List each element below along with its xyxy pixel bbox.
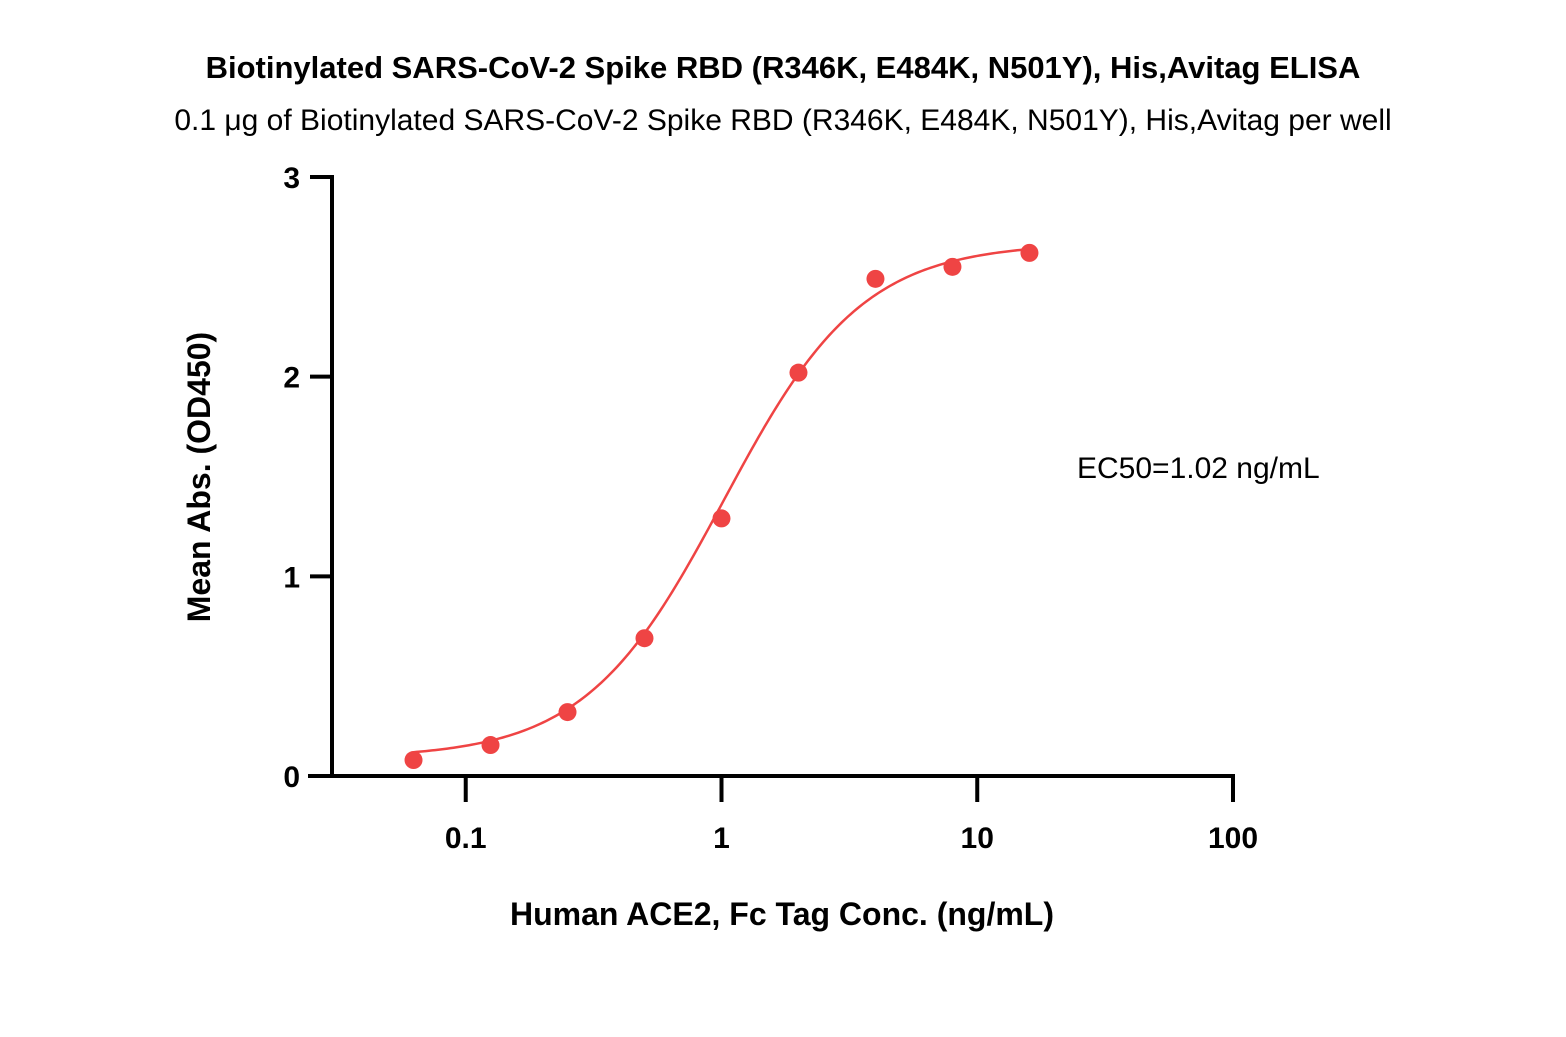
data-point <box>481 736 500 755</box>
y-tick-label: 1 <box>283 561 300 594</box>
data-point <box>1020 243 1039 262</box>
y-axis-label: Mean Abs. (OD450) <box>181 332 217 622</box>
y-tick-label: 0 <box>283 761 300 794</box>
ec50-annotation: EC50=1.02 ng/mL <box>1077 452 1320 485</box>
data-point <box>558 703 577 722</box>
data-point <box>635 629 654 648</box>
data-point <box>789 363 808 382</box>
x-tick-label: 1 <box>713 822 730 855</box>
y-axis-ticks: 0 1 2 3 <box>283 162 332 794</box>
x-tick-label: 10 <box>961 822 994 855</box>
data-points <box>404 243 1039 770</box>
data-point <box>404 751 423 770</box>
data-point <box>943 257 962 276</box>
y-tick-label: 3 <box>283 162 300 195</box>
data-point <box>712 509 731 528</box>
chart-subtitle: 0.1 μg of Biotinylated SARS-CoV-2 Spike … <box>174 104 1391 137</box>
fit-curve <box>413 247 1030 754</box>
y-tick-label: 2 <box>283 362 300 395</box>
x-tick-label: 100 <box>1208 822 1258 855</box>
x-axis-ticks: 0.1 1 10 100 <box>445 776 1258 855</box>
x-axis-label: Human ACE2, Fc Tag Conc. (ng/mL) <box>510 896 1054 932</box>
data-point <box>866 269 885 288</box>
chart-title: Biotinylated SARS-CoV-2 Spike RBD (R346K… <box>206 50 1361 85</box>
x-tick-label: 0.1 <box>445 822 487 855</box>
